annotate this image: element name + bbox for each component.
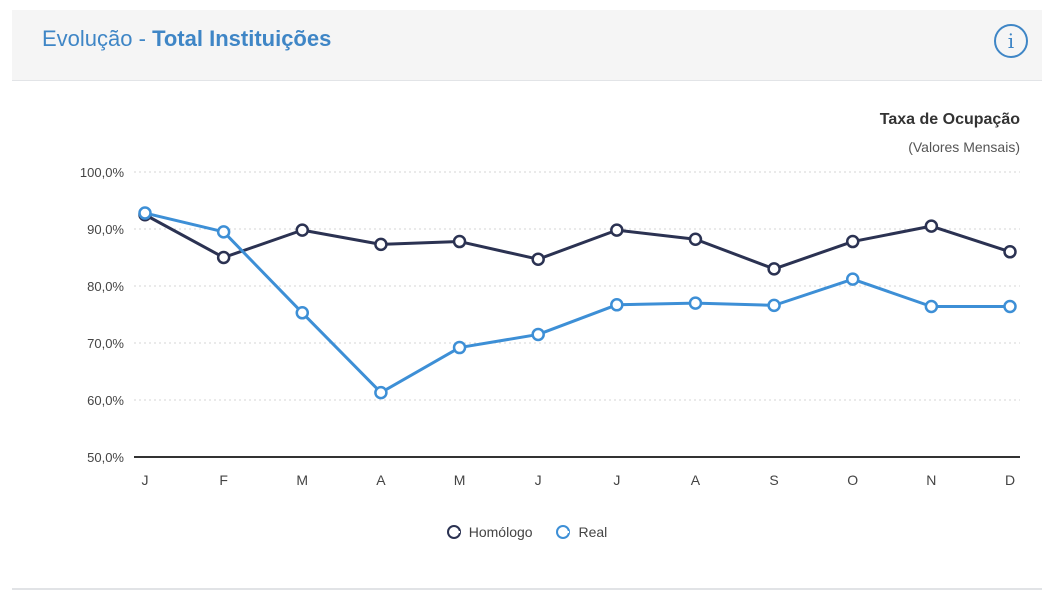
x-tick-label: F xyxy=(219,472,228,488)
data-point-homologo xyxy=(924,219,939,233)
info-icon[interactable]: i xyxy=(994,24,1028,58)
data-point-homologo xyxy=(531,252,545,266)
legend-item-homologo[interactable]: Homólogo xyxy=(446,524,533,540)
x-tick-label: M xyxy=(296,472,308,488)
legend-item-real[interactable]: Real xyxy=(556,524,607,540)
chart-subtitle: (Valores Mensais) xyxy=(908,139,1020,155)
chart-legend: Homólogo Real xyxy=(12,524,1042,540)
data-point-real xyxy=(924,299,939,314)
x-tick-label: A xyxy=(691,472,701,488)
data-point-real xyxy=(845,272,860,286)
data-point-homologo xyxy=(688,232,703,247)
data-point-homologo xyxy=(374,237,388,252)
data-point-homologo xyxy=(845,234,860,249)
data-point-homologo xyxy=(295,223,310,237)
data-point-homologo xyxy=(452,234,467,249)
line-chart: 100,0% 90,0% 80,0% 70,0% 60,0% 50,0% J F M A M J J A S… xyxy=(80,165,1020,488)
data-point-real xyxy=(452,340,467,355)
y-tick-label: 50,0% xyxy=(87,450,124,465)
data-point-real xyxy=(531,327,545,342)
y-tick-label: 100,0% xyxy=(80,165,125,180)
x-tick-label: J xyxy=(142,472,149,488)
card-title-prefix: Evolução - xyxy=(42,26,153,51)
y-tick-label: 90,0% xyxy=(87,222,124,237)
chart-title: Taxa de Ocupação xyxy=(879,111,1020,128)
x-tick-label: O xyxy=(847,472,858,488)
x-tick-label: J xyxy=(613,472,620,488)
y-tick-label: 80,0% xyxy=(87,279,124,294)
card-header: Evolução - Total Instituições i xyxy=(12,10,1042,81)
data-point-real xyxy=(1003,299,1017,314)
data-point-homologo xyxy=(767,262,781,276)
data-point-homologo xyxy=(216,250,231,265)
legend-label-homologo: Homólogo xyxy=(468,524,533,540)
legend-marker-real xyxy=(556,525,571,539)
chart-heading: Taxa de Ocupação (Valores Mensais) xyxy=(880,111,1020,155)
legend-marker-homologo xyxy=(446,525,461,539)
data-point-real xyxy=(767,298,781,313)
data-point-real xyxy=(295,306,310,320)
series-line-real xyxy=(143,211,1012,395)
data-point-real xyxy=(216,225,231,239)
y-tick-label: 70,0% xyxy=(87,336,124,351)
x-tick-label: D xyxy=(1005,472,1015,488)
x-tick-label: A xyxy=(376,472,386,488)
card-title: Evolução - Total Instituições xyxy=(42,26,331,52)
data-point-real xyxy=(610,298,624,312)
data-point-real xyxy=(688,296,703,310)
data-point-real xyxy=(138,206,152,220)
x-tick-label: S xyxy=(769,472,778,488)
legend-label-real: Real xyxy=(578,524,608,540)
chart-card: Evolução - Total Instituições i 100,0% 90… xyxy=(12,10,1042,590)
chart-area: 100,0% 90,0% 80,0% 70,0% 60,0% 50,0% J F M A M J J A S… xyxy=(12,81,1042,588)
y-tick-label: 60,0% xyxy=(87,393,124,408)
data-point-homologo xyxy=(610,223,624,237)
series-line-homologo xyxy=(143,213,1012,271)
data-point-homologo xyxy=(1003,245,1017,259)
x-tick-label: J xyxy=(535,472,542,488)
x-tick-label: N xyxy=(926,472,936,488)
card-title-strong: Total Instituições xyxy=(152,26,332,51)
data-point-real xyxy=(374,385,388,400)
x-tick-label: M xyxy=(454,472,466,488)
